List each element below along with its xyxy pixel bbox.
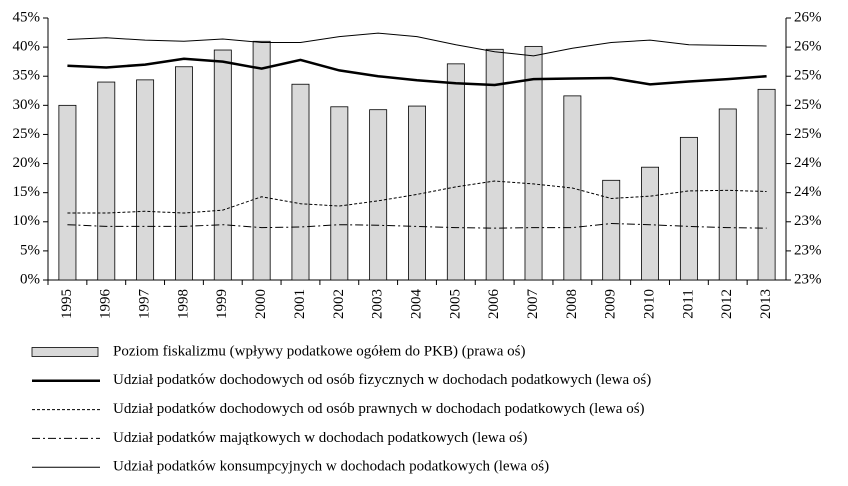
bar bbox=[291, 83, 310, 281]
bar bbox=[58, 104, 77, 281]
y2-tick-label: 26% bbox=[794, 9, 822, 25]
bar bbox=[602, 179, 621, 281]
x-tick-label: 2007 bbox=[525, 289, 541, 320]
x-tick-label: 1998 bbox=[175, 289, 191, 319]
bar bbox=[524, 45, 543, 281]
x-tick-label: 1999 bbox=[214, 289, 230, 319]
bar bbox=[718, 108, 737, 281]
y-tick-label: 20% bbox=[13, 155, 41, 171]
y2-tick-label: 23% bbox=[794, 271, 822, 287]
legend-label: Udział podatków konsumpcyjnych w dochoda… bbox=[113, 459, 549, 475]
y-tick-label: 0% bbox=[20, 271, 40, 287]
y-tick-label: 5% bbox=[20, 242, 40, 258]
legend-label: Poziom fiskalizmu (wpływy podatkowe ogół… bbox=[113, 343, 525, 359]
bar bbox=[136, 79, 155, 281]
x-tick-label: 2011 bbox=[680, 289, 696, 318]
x-tick-label: 2000 bbox=[253, 289, 269, 319]
bar bbox=[369, 109, 388, 281]
y2-tick-label: 25% bbox=[794, 68, 822, 84]
bar bbox=[213, 49, 232, 281]
bar bbox=[641, 166, 659, 281]
line bbox=[67, 180, 767, 214]
y-tick-label: 25% bbox=[13, 126, 41, 142]
y-tick-label: 30% bbox=[13, 97, 41, 113]
x-tick-label: 2002 bbox=[331, 289, 347, 319]
x-tick-label: 2003 bbox=[370, 289, 386, 319]
bar bbox=[757, 88, 776, 281]
x-tick-label: 1997 bbox=[137, 289, 153, 320]
y2-tick-label: 25% bbox=[794, 97, 822, 113]
y-tick-label: 10% bbox=[13, 213, 41, 229]
x-tick-label: 2006 bbox=[486, 289, 502, 320]
y-tick-label: 15% bbox=[13, 184, 41, 200]
legend-label: Udział podatków dochodowych od osób praw… bbox=[113, 401, 645, 417]
y-tick-label: 40% bbox=[13, 39, 41, 55]
bar bbox=[679, 136, 698, 281]
x-tick-label: 2005 bbox=[447, 289, 463, 319]
bar bbox=[330, 106, 349, 281]
y-tick-label: 45% bbox=[13, 9, 41, 25]
bar bbox=[446, 63, 465, 281]
y-tick-label: 35% bbox=[13, 68, 41, 84]
bar bbox=[485, 48, 504, 281]
x-tick-label: 2012 bbox=[719, 289, 735, 319]
y2-tick-label: 24% bbox=[794, 155, 822, 171]
legend-label: Udział podatków majątkowych w dochodach … bbox=[113, 430, 527, 446]
x-tick-label: 2013 bbox=[758, 289, 774, 319]
line bbox=[67, 223, 767, 229]
bar bbox=[175, 66, 193, 281]
x-tick-label: 2004 bbox=[408, 289, 424, 320]
line bbox=[67, 32, 767, 57]
legend-label: Udział podatków dochodowych od osób fizy… bbox=[113, 372, 651, 388]
bar bbox=[97, 81, 116, 281]
x-tick-label: 2010 bbox=[641, 289, 657, 319]
y2-tick-label: 24% bbox=[794, 184, 822, 200]
x-tick-label: 2009 bbox=[603, 289, 619, 319]
x-tick-label: 2008 bbox=[564, 289, 580, 319]
legend-swatch bbox=[31, 347, 99, 357]
line bbox=[67, 57, 767, 87]
x-tick-label: 1995 bbox=[59, 289, 75, 319]
y2-tick-label: 23% bbox=[794, 242, 822, 258]
bar bbox=[252, 40, 271, 281]
x-tick-label: 2001 bbox=[292, 289, 308, 319]
y2-tick-label: 26% bbox=[794, 39, 822, 55]
y2-tick-label: 25% bbox=[794, 126, 822, 142]
y2-tick-label: 23% bbox=[794, 213, 822, 229]
bar bbox=[408, 105, 426, 281]
x-tick-label: 1996 bbox=[98, 289, 114, 320]
